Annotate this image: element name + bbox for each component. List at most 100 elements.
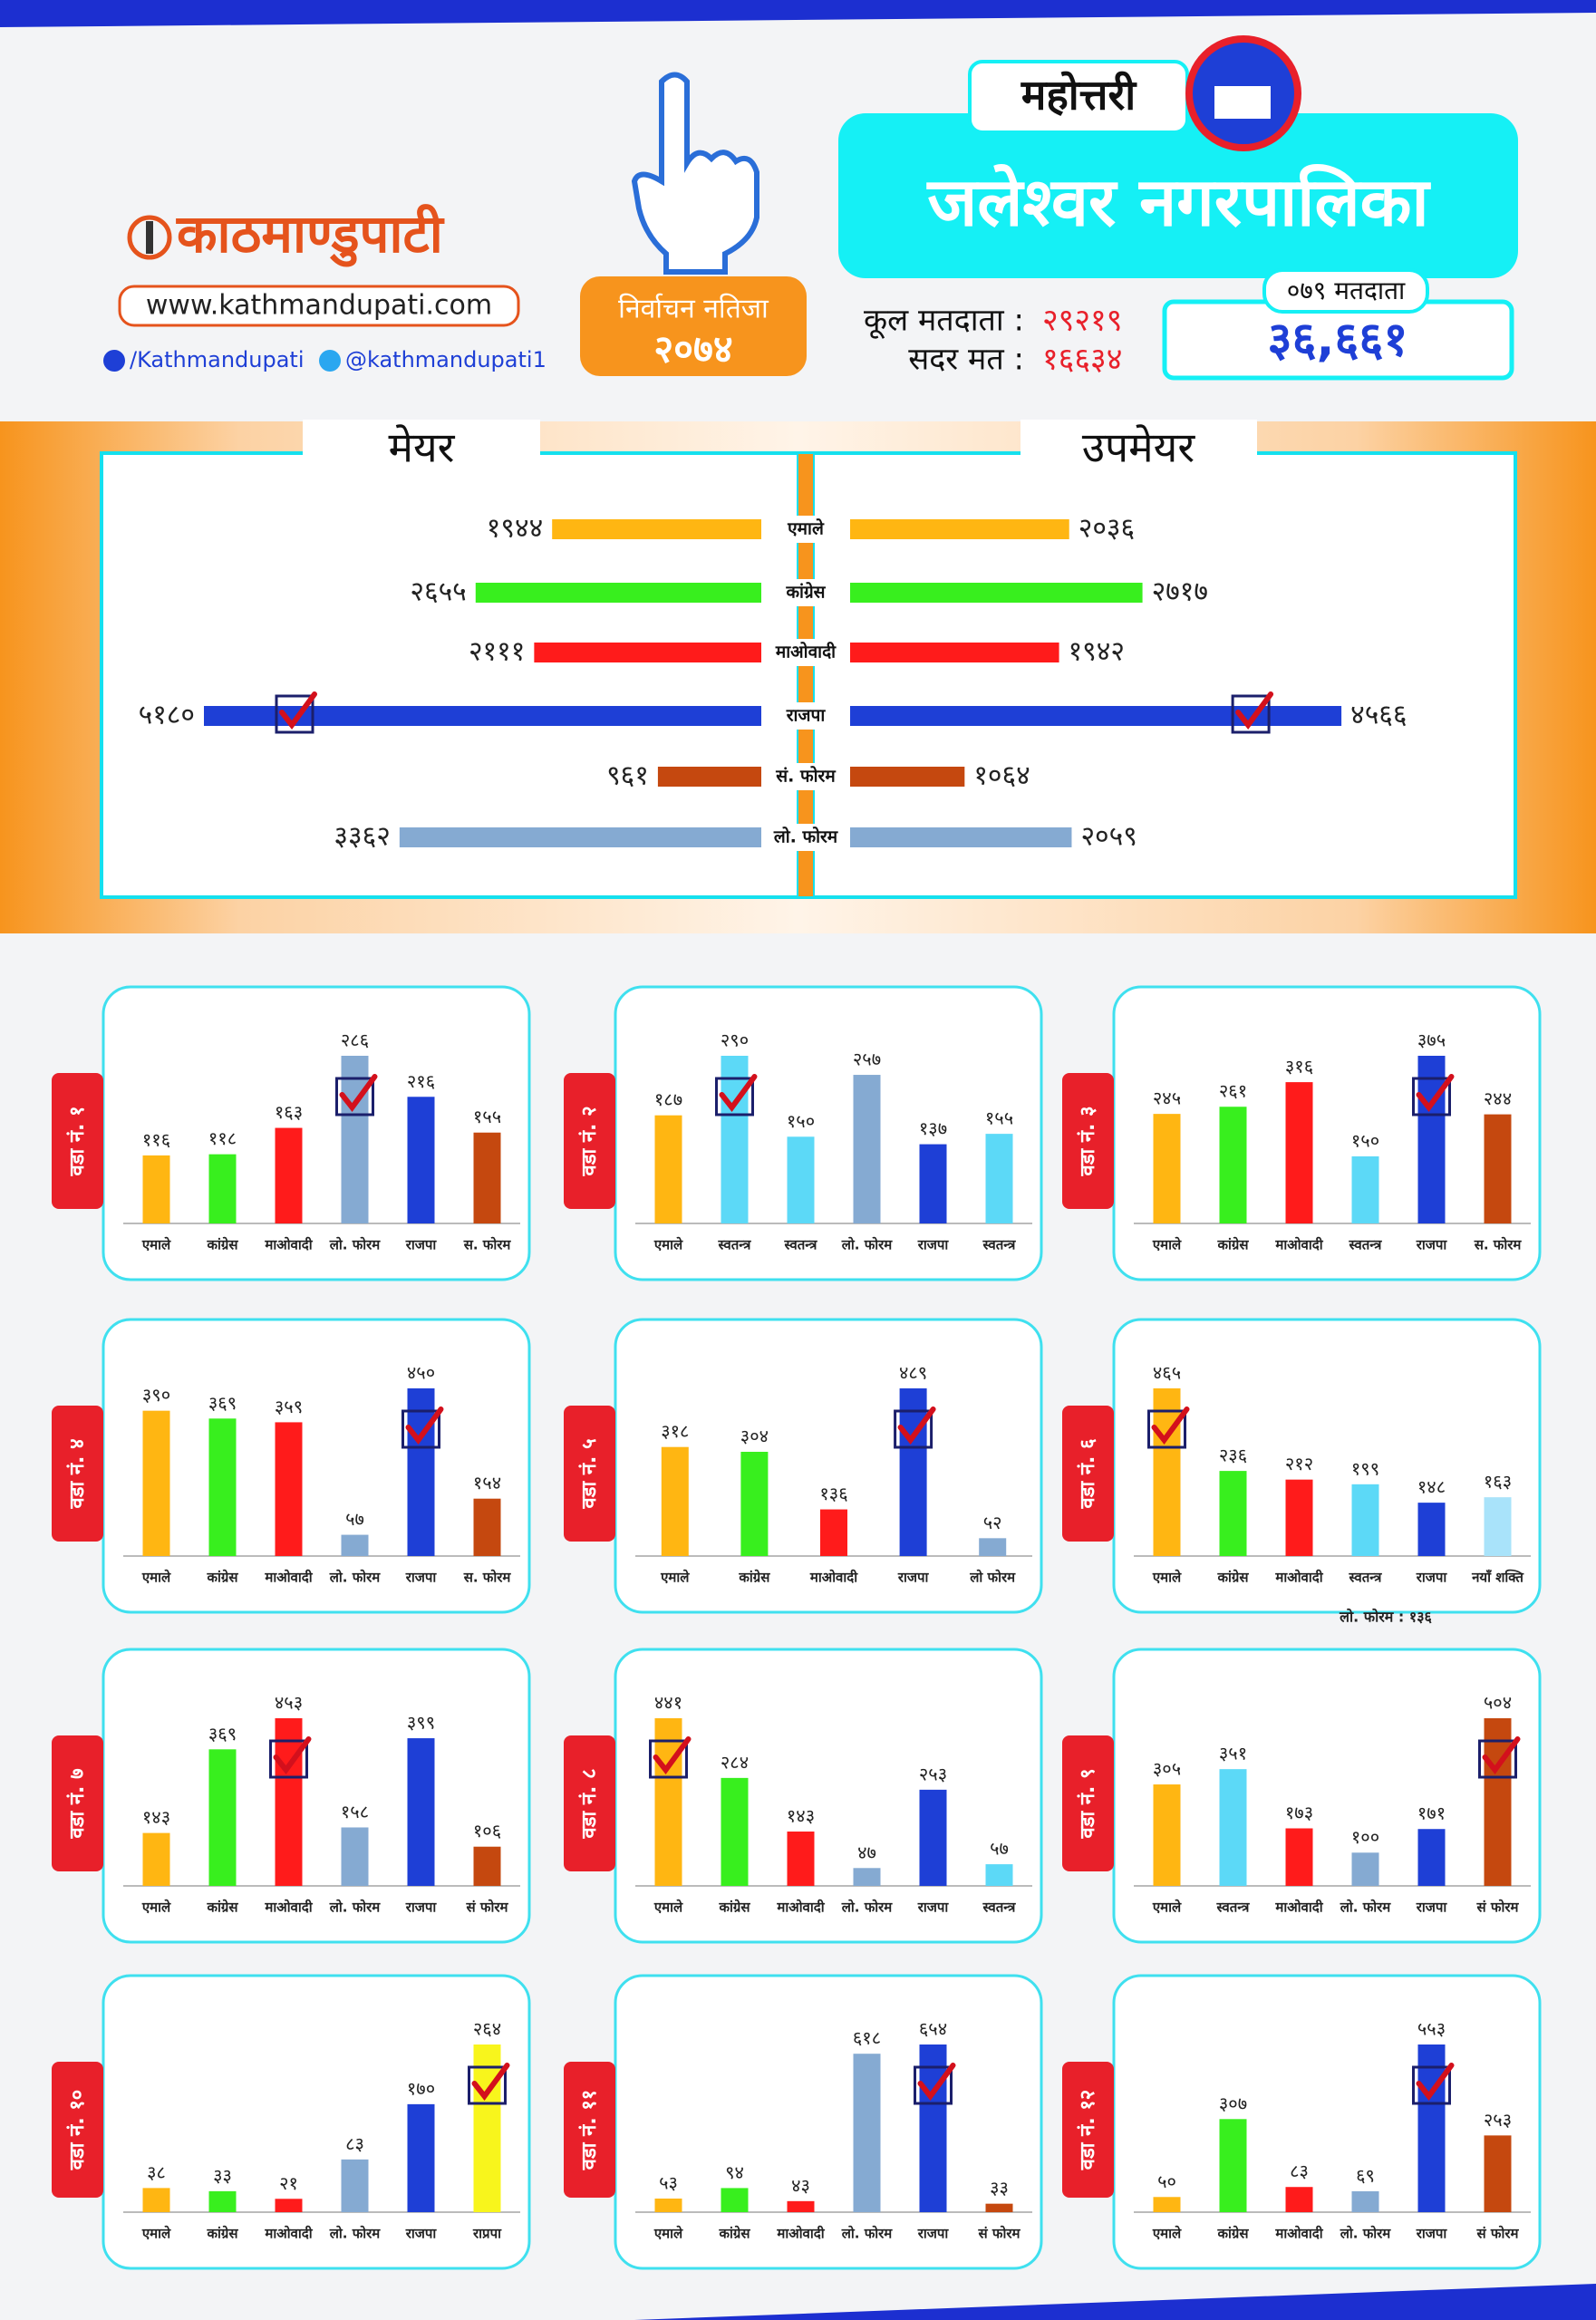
valid-votes-label: सदर मत : [908,342,1024,378]
value-label: १५४ [473,1472,501,1494]
check-box [275,694,314,734]
value-label: १५५ [473,1106,501,1127]
value-label: ३१८ [661,1420,689,1442]
winner-check [1412,2063,1455,2105]
value-label: २५३ [919,1763,947,1784]
category-label: लो. फोरम [1340,1900,1392,1916]
voters-079-tab [1262,268,1429,314]
bar [657,767,761,787]
bar [1351,1156,1379,1223]
bar [985,1864,1013,1886]
winner-check [468,2063,510,2105]
category-label: राजपा [897,1570,930,1586]
bar [721,1777,749,1886]
check-box [1147,1409,1186,1449]
category-label: कांग्रेस [1216,1570,1249,1586]
bar [985,2203,1013,2212]
bar [1285,1828,1313,1886]
category-label: एमाले [1152,2226,1182,2242]
category-label: एमाले [653,1237,683,1253]
ward-title: वडा नं. ५ [578,1438,601,1509]
municipality-box [838,113,1518,278]
bar [275,1422,303,1556]
check-tick [1482,1736,1521,1774]
value-label: २०३६ [1079,513,1135,545]
check-tick [719,1074,758,1112]
bar [899,1388,927,1556]
winner-check [649,1736,692,1779]
winner-check [1147,1406,1190,1449]
value-label: ३०७ [1219,2093,1247,2114]
bar [850,643,1059,662]
bar [1417,1829,1446,1886]
bar [208,2190,237,2212]
value-label: ३५९ [275,1396,303,1417]
value-label: १३७ [919,1117,947,1139]
category-label: लो. फोरम [329,1900,382,1916]
value-label: १९४४ [487,513,543,545]
category-label: राजपा [786,706,827,726]
category-label: नयाँ शक्ति [1471,1570,1524,1586]
value-label: ३८ [147,2161,166,2183]
value-label: ४७ [857,1842,876,1863]
value-label: ३१६ [1285,1056,1313,1078]
value-label: १७० [407,2077,435,2099]
category-label: एमाले [141,1237,171,1253]
logo-icon [127,215,172,260]
ward-tab [1062,1073,1114,1209]
winner-check [401,1406,444,1449]
ward-tab [564,1735,615,1871]
value-label: १९४२ [1069,636,1125,668]
bar [787,1136,815,1223]
value-label: १५० [787,1110,815,1132]
value-label: १४३ [787,1805,815,1827]
category-label: माओवादी [1274,1570,1323,1586]
check-tick [1416,2063,1455,2101]
bar [1219,2119,1247,2212]
value-label: ९६१ [606,760,649,792]
category-label: राप्रपा [472,2226,502,2242]
bar [654,1718,682,1886]
value-label: १७१ [1417,1803,1446,1824]
bar [1285,1082,1313,1223]
winner-check [1478,1736,1521,1779]
ward-title: वडा नं. ६ [1077,1438,1099,1510]
bar [1484,1718,1512,1886]
winner-check [1231,691,1274,734]
ward-tab [564,1406,615,1542]
category-label: माओवादी [1274,1900,1323,1916]
value-label: २३६ [1219,1445,1247,1466]
bar [853,2054,881,2212]
category-label: लो. फोरम [841,1900,894,1916]
category-label: राजपा [405,1570,438,1586]
bar [341,1056,369,1223]
ward-title: वडा नं. ३ [1077,1106,1099,1176]
value-label: १५० [1351,1130,1379,1152]
value-label: २६४ [473,2018,501,2040]
bar [853,1868,881,1886]
category-label: कांग्रेस [1216,1237,1249,1253]
category-label: कांग्रेस [718,1900,750,1916]
value-label: ४४१ [654,1692,682,1714]
value-label: १८७ [654,1088,682,1110]
category-label: राजपा [1416,2226,1448,2242]
check-box [1231,694,1271,734]
category-label: स्वतन्त्र [718,1237,752,1253]
value-label: २८६ [341,1030,369,1051]
winner-check [1412,1074,1455,1116]
bar [820,1509,847,1556]
category-label: स्वतन्त्र [784,1237,818,1253]
check-tick [405,1406,444,1445]
value-label: १५५ [985,1107,1013,1129]
category-label: सं. फोरम [775,766,836,787]
value-label: २४४ [1484,1088,1512,1109]
category-label: कांग्रेस [785,582,826,603]
value-label: १०६ [473,1820,501,1842]
bar [142,1155,170,1223]
bar [1153,1114,1181,1223]
value-label: ६१८ [853,2027,881,2049]
bar [1153,2197,1181,2212]
category-label: एमाले [1152,1900,1182,1916]
check-tick [653,1736,692,1774]
value-label: ११८ [208,1127,237,1149]
